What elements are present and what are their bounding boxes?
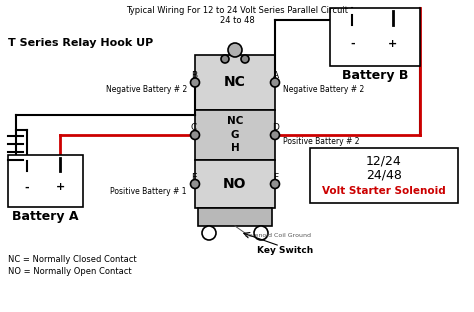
Circle shape [241, 55, 249, 63]
Text: Battery B: Battery B [342, 69, 408, 82]
Text: Key Switch: Key Switch [257, 246, 313, 255]
Text: Negative Battery # 2: Negative Battery # 2 [106, 85, 187, 94]
Circle shape [254, 226, 268, 240]
Text: NC: NC [224, 76, 246, 90]
Circle shape [202, 226, 216, 240]
Circle shape [191, 130, 200, 139]
Text: Negative Battery # 2: Negative Battery # 2 [283, 85, 364, 94]
Circle shape [271, 179, 280, 188]
Text: D: D [273, 124, 280, 133]
Text: NC: NC [227, 116, 243, 126]
Bar [310, 148, 458, 203]
Text: Solenoid Coil Ground: Solenoid Coil Ground [245, 233, 311, 238]
Circle shape [191, 78, 200, 87]
Text: -: - [350, 39, 355, 49]
Text: Battery A: Battery A [12, 210, 79, 223]
Bar [195, 110, 275, 160]
Bar [8, 155, 83, 207]
Bar [198, 208, 272, 226]
Text: NO: NO [223, 177, 247, 191]
Bar [330, 8, 420, 66]
Text: Positive Battery # 2: Positive Battery # 2 [283, 137, 359, 145]
Text: E: E [191, 173, 197, 182]
Text: B: B [191, 71, 197, 80]
Circle shape [228, 43, 242, 57]
Circle shape [221, 55, 229, 63]
Text: Typical Wiring For 12 to 24 Volt Series Parallel Circuit: Typical Wiring For 12 to 24 Volt Series … [126, 6, 348, 15]
Text: +: + [388, 39, 398, 49]
Text: 12/24: 12/24 [366, 154, 402, 168]
Circle shape [191, 179, 200, 188]
Text: Positive Battery # 1: Positive Battery # 1 [110, 188, 187, 197]
Text: NC = Normally Closed Contact: NC = Normally Closed Contact [8, 255, 137, 264]
Bar [195, 160, 275, 208]
Bar [195, 55, 275, 110]
Text: 24/48: 24/48 [366, 168, 402, 182]
Circle shape [271, 78, 280, 87]
Text: F: F [273, 173, 279, 182]
Text: C: C [191, 124, 197, 133]
Text: 24 to 48: 24 to 48 [219, 16, 255, 25]
Text: Volt Starter Solenoid: Volt Starter Solenoid [322, 186, 446, 196]
Text: G: G [231, 130, 239, 140]
Text: T Series Relay Hook UP: T Series Relay Hook UP [8, 38, 153, 48]
Text: -: - [25, 182, 29, 192]
Text: NO = Normally Open Contact: NO = Normally Open Contact [8, 267, 132, 276]
Circle shape [271, 130, 280, 139]
Text: H: H [231, 143, 239, 153]
Text: +: + [56, 182, 65, 192]
Text: A: A [273, 71, 279, 80]
